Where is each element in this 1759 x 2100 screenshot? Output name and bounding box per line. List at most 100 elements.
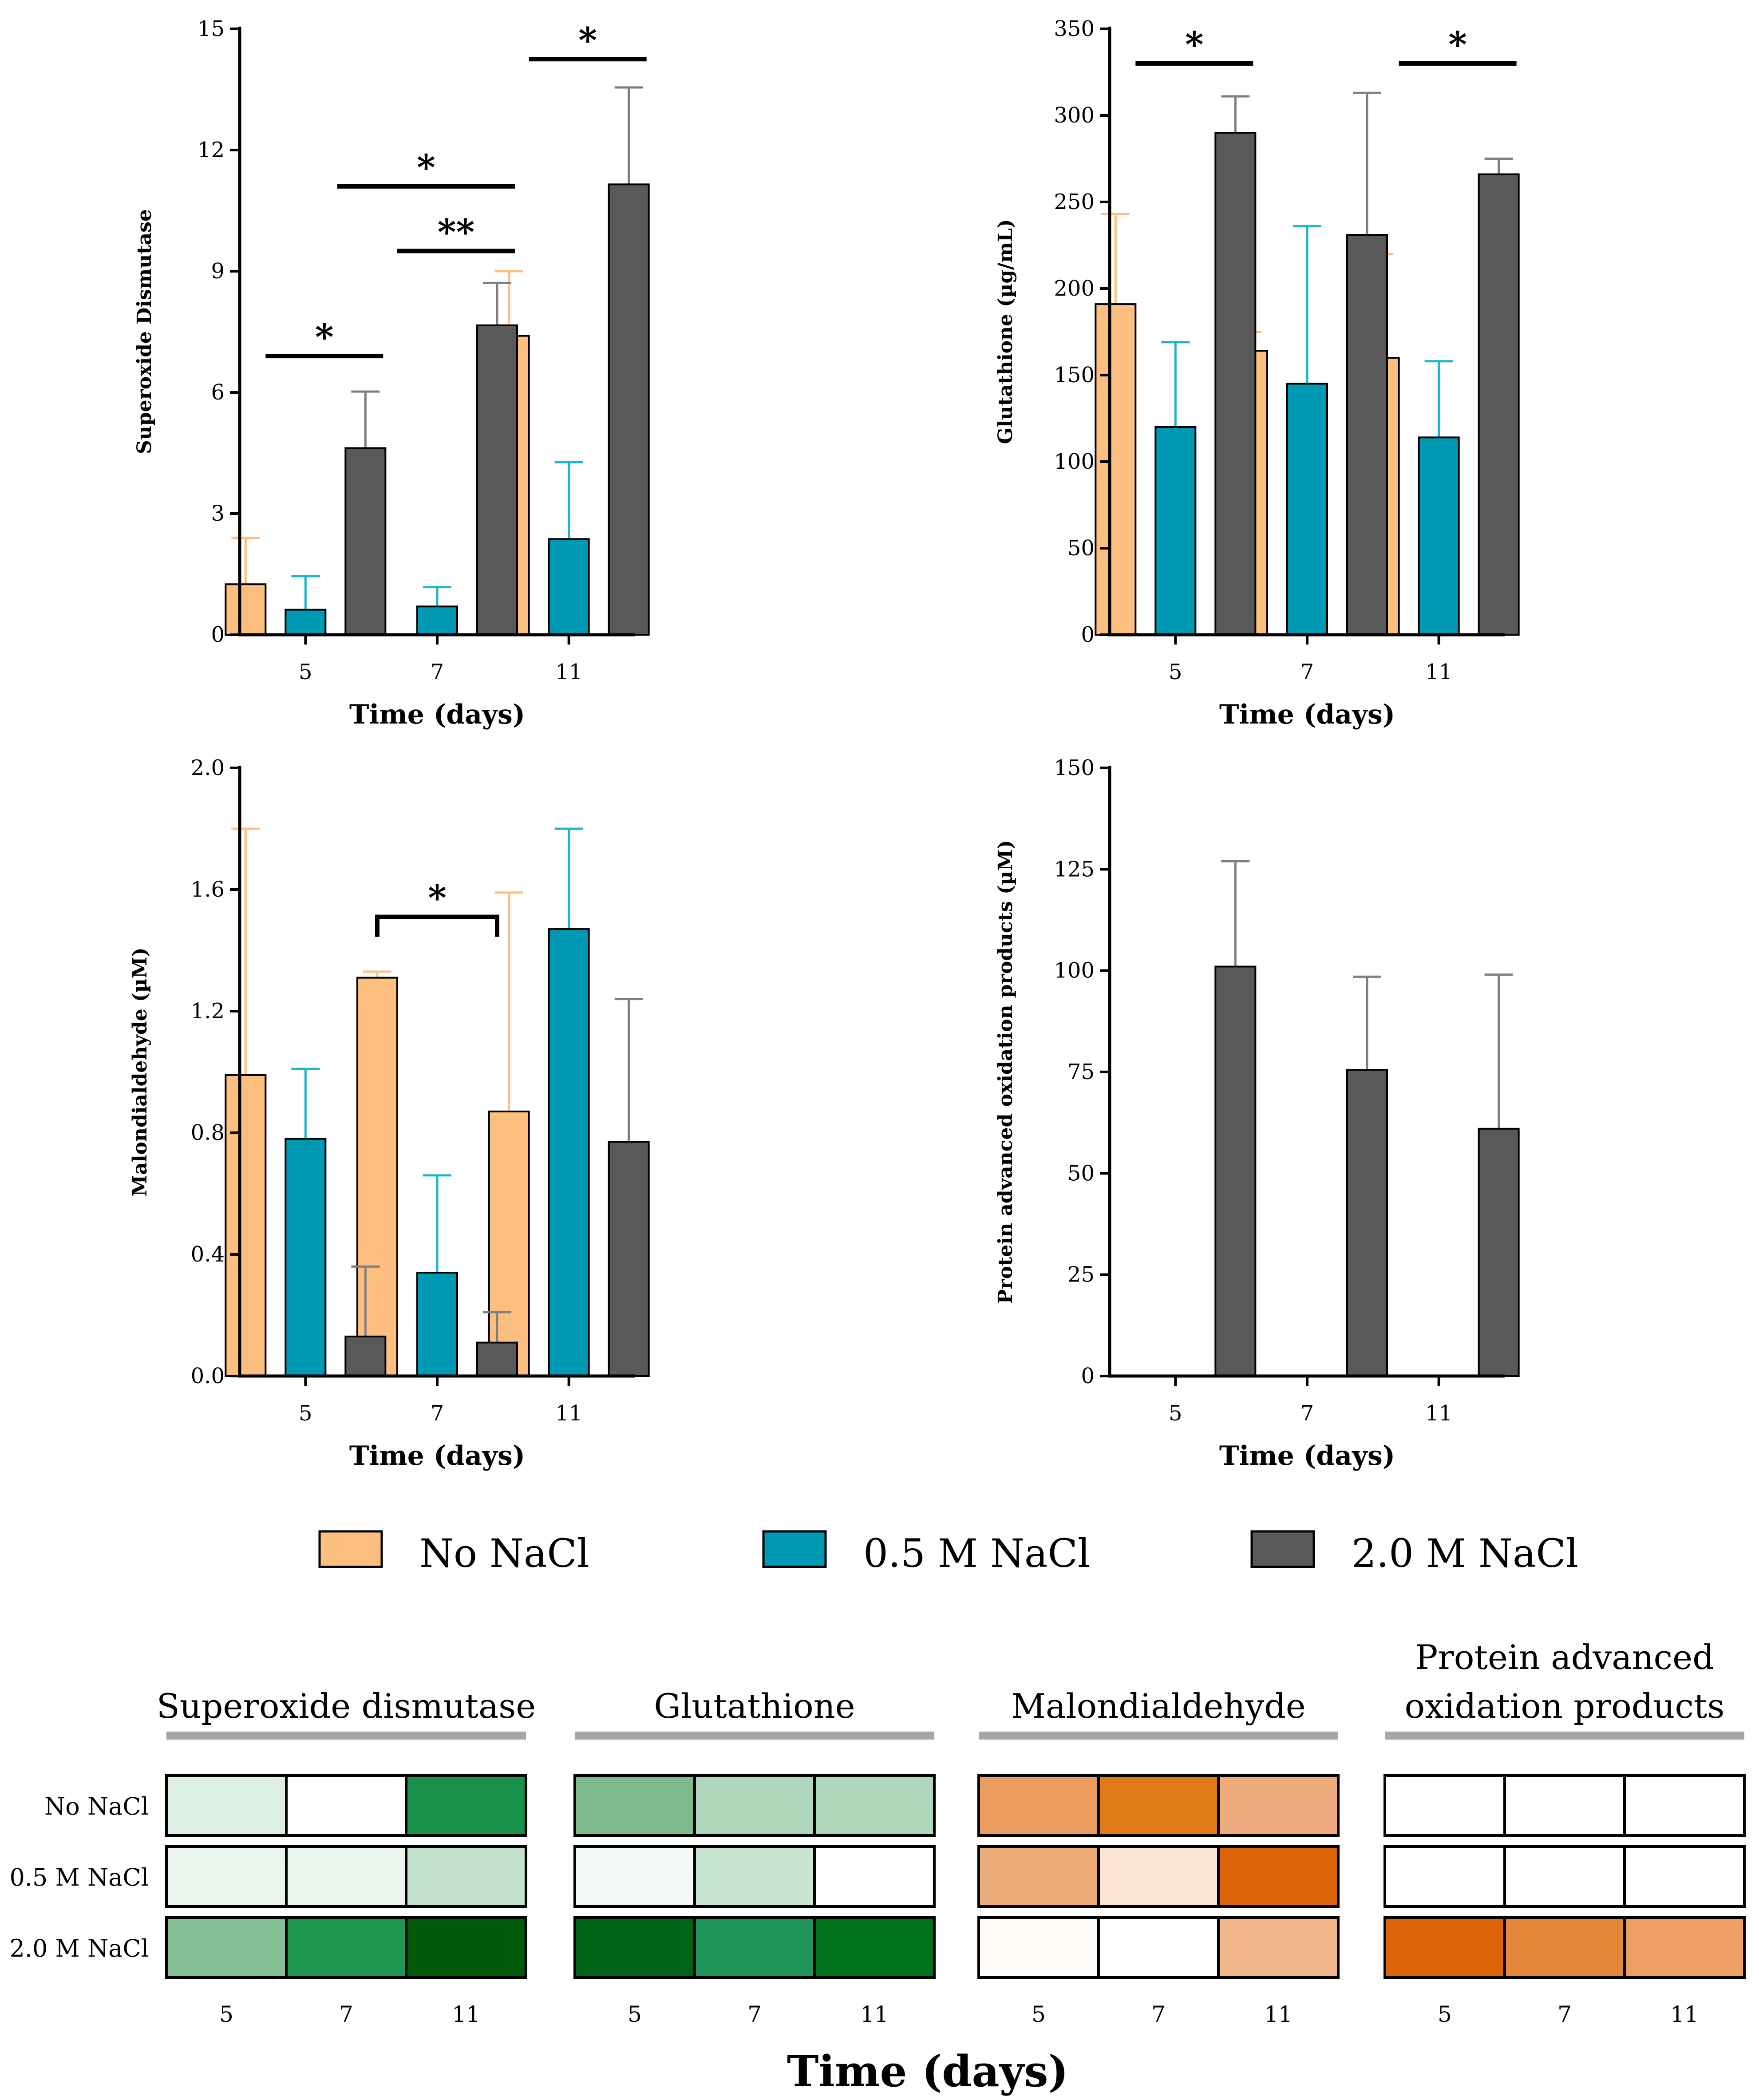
x-axis-label: Time (days) — [1219, 699, 1395, 730]
y-tick-label: 0 — [211, 622, 225, 647]
bar — [1095, 303, 1137, 636]
heatmap-x-axis-label: Time (days) — [787, 2046, 1068, 2096]
x-tick-label: 7 — [431, 1401, 444, 1426]
heatmap-cell — [573, 1916, 696, 1979]
bar — [1478, 1127, 1520, 1377]
x-tick-label: 5 — [1169, 660, 1182, 684]
significance-marker: * — [428, 877, 447, 919]
y-axis-label: Glutathione (µg/mL) — [994, 219, 1017, 444]
y-axis-label: Superoxide Dismutase — [133, 209, 156, 454]
x-tick-label: 11 — [555, 660, 582, 684]
heatmap-panel-2: Glutathione 5 7 11 — [573, 1686, 936, 2027]
heatmap-column-label: 11 — [1670, 2001, 1699, 2027]
heatmap-title: Superoxide dismutase — [157, 1686, 536, 1726]
y-tick-label: 12 — [198, 138, 225, 162]
heatmap-column-label: 11 — [860, 2001, 889, 2027]
heatmap-cell — [813, 1916, 936, 1979]
heatmap-cell — [1503, 1916, 1626, 1979]
y-tick-label: 125 — [1054, 857, 1095, 882]
heatmap-column-label: 11 — [1264, 2001, 1293, 2027]
heatmap-cell — [693, 1845, 816, 1908]
heatmap-cell — [1623, 1916, 1746, 1979]
significance-marker: * — [315, 316, 334, 358]
heatmap-cell — [977, 1845, 1100, 1908]
heatmap-column-label: 5 — [1438, 2001, 1452, 2027]
bar — [1286, 383, 1328, 636]
x-tick-label: 11 — [555, 1401, 582, 1426]
x-tick-label: 5 — [299, 1401, 312, 1426]
bar — [476, 324, 518, 636]
y-tick-label: 0.0 — [191, 1364, 225, 1388]
legend-swatch — [762, 1530, 827, 1568]
heatmap-cell — [1217, 1916, 1340, 1979]
heatmap-cell — [165, 1774, 288, 1837]
y-tick-label: 350 — [1054, 16, 1095, 41]
heatmap-column-label: 7 — [747, 2001, 762, 2027]
heatmap-row-label: 0.5 M NaCl — [9, 1863, 149, 1891]
bar — [1346, 234, 1388, 636]
bar — [285, 1138, 327, 1377]
heatmap-column-label: 5 — [1032, 2001, 1046, 2027]
heatmap-cell — [1383, 1774, 1506, 1837]
x-axis-label: Time (days) — [1219, 1440, 1395, 1471]
y-tick-label: 0 — [1081, 622, 1095, 647]
heatmap-cell — [977, 1774, 1100, 1837]
heatmap-chart: Superoxide dismutase 5 7 11 Glutathione 5 7 11 M… — [9, 1637, 1746, 2096]
heatmap-title-line: Protein advanced — [1415, 1637, 1714, 1677]
x-tick-label: 7 — [1300, 1401, 1314, 1426]
heatmap-column-label: 7 — [1557, 2001, 1572, 2027]
heatmap-cell — [1383, 1916, 1506, 1979]
x-tick-label: 11 — [1425, 1401, 1452, 1426]
heatmap-title: Glutathione — [654, 1686, 855, 1726]
y-tick-label: 0.8 — [191, 1120, 225, 1145]
y-axis-label: Malondialdehyde (µM) — [129, 948, 151, 1197]
bar — [608, 183, 650, 636]
heatmap-title-line: oxidation products — [1404, 1686, 1724, 1726]
x-axis-label: Time (days) — [349, 699, 525, 730]
bar — [344, 1335, 387, 1377]
y-tick-label: 50 — [1067, 1161, 1095, 1186]
bar — [416, 1272, 458, 1377]
legend-swatch — [1250, 1530, 1315, 1568]
y-tick-label: 300 — [1054, 103, 1095, 128]
heatmap-panel-4: Protein advanced oxidation products 5 7 11 — [1383, 1637, 1746, 2027]
y-tick-label: 1.6 — [191, 877, 225, 902]
heatmap-title: Protein advanced oxidation products — [1404, 1637, 1724, 1726]
bar-chart-3: 0.0 0.4 0.8 1.2 1.6 2.0 5 7 11 Time (days) Malondi… — [129, 755, 650, 1471]
heatmap-cell — [1383, 1845, 1506, 1908]
y-tick-label: 200 — [1054, 276, 1095, 301]
heatmap-panel-1: Superoxide dismutase 5 7 11 — [157, 1686, 536, 2027]
x-tick-label: 5 — [299, 660, 312, 684]
heatmap-cell — [1217, 1774, 1340, 1837]
heatmap-cell — [1503, 1845, 1626, 1908]
heatmap-column-label: 5 — [628, 2001, 642, 2027]
legend-label: No NaCl — [419, 1531, 589, 1576]
y-tick-label: 3 — [211, 501, 225, 526]
bar — [1418, 436, 1460, 636]
heatmap-cell — [165, 1845, 288, 1908]
heatmap-cell — [285, 1916, 407, 1979]
y-tick-label: 100 — [1054, 449, 1095, 474]
heatmap-cell — [285, 1845, 407, 1908]
heatmap-title: Malondialdehyde — [1011, 1686, 1306, 1726]
y-axis-label: Protein advanced oxidation products (µM) — [994, 840, 1017, 1304]
heatmap-column-label: 11 — [452, 2001, 480, 2027]
heatmap-row-label: No NaCl — [44, 1792, 149, 1820]
heatmap-cell — [405, 1774, 527, 1837]
bar — [548, 928, 590, 1377]
heatmap-cell — [573, 1845, 696, 1908]
y-tick-label: 250 — [1054, 190, 1095, 214]
heatmap-cell — [285, 1774, 407, 1837]
y-tick-label: 0 — [1081, 1364, 1095, 1388]
y-tick-label: 100 — [1054, 958, 1095, 983]
heatmap-cell — [1623, 1774, 1746, 1837]
bar — [476, 1341, 518, 1377]
y-tick-label: 6 — [211, 380, 225, 405]
legend: No NaCl 0.5 M NaCl 2.0 M NaCl — [318, 1530, 1578, 1576]
y-tick-label: 150 — [1054, 363, 1095, 388]
bar — [416, 605, 458, 636]
heatmap-cell — [1623, 1845, 1746, 1908]
bar — [1154, 426, 1197, 636]
heatmap-column-label: 7 — [339, 2001, 353, 2027]
